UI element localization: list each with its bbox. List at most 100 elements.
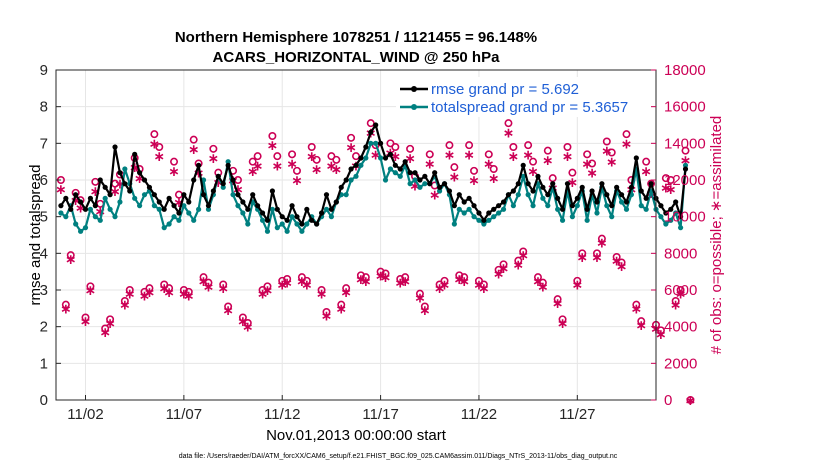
totalspread-point <box>87 206 94 212</box>
rmse-point <box>92 203 98 209</box>
assimilated-obs-point: ∗ <box>178 287 190 303</box>
possible-obs-point <box>292 166 301 175</box>
x-tick-label: 11/22 <box>461 406 497 423</box>
possible-obs-point <box>150 130 159 139</box>
rmse-point <box>294 214 300 220</box>
y-axis-left-label: rmse and totalspread <box>27 165 44 306</box>
totalspread-point <box>466 206 472 212</box>
assimilated-obs-point: ∗ <box>306 149 318 165</box>
assimilated-obs-point: ∗ <box>99 325 111 341</box>
assimilated-obs-point: ∗ <box>557 316 569 332</box>
legend-box <box>396 77 651 117</box>
possible-obs-point <box>499 260 508 269</box>
totalspread-point <box>658 214 664 220</box>
assimilated-obs-point: ∗ <box>267 138 279 154</box>
y-left-tick-label: 2 <box>40 319 48 336</box>
totalspread-point <box>191 217 197 223</box>
assimilated-obs-point: ∗ <box>316 287 328 303</box>
rmse-point <box>535 173 541 179</box>
assimilated-obs-point: ∗ <box>473 278 485 294</box>
possible-obs-point <box>170 157 179 166</box>
totalspread-point <box>530 203 536 209</box>
possible-obs-point <box>642 157 651 166</box>
possible-obs-point <box>450 163 459 172</box>
possible-obs-point <box>519 247 528 256</box>
totalspread-point <box>269 206 275 212</box>
legend: rmse grand pr = 5.692 totalspread grand … <box>396 77 651 117</box>
assimilated-obs-point: ∗ <box>562 149 574 165</box>
assimilated-obs-point: ∗ <box>75 201 87 217</box>
totalspread-point <box>500 206 507 212</box>
possible-obs-point <box>312 155 321 164</box>
assimilated-obs-point: ∗ <box>434 281 446 297</box>
rmse-point <box>402 159 408 165</box>
totalspread-point <box>343 192 349 198</box>
assimilated-obs-point: ∗ <box>276 278 288 294</box>
totalspread-point <box>609 214 615 220</box>
possible-obs-point <box>578 249 587 258</box>
plot-frame <box>55 69 657 401</box>
legend-marker-totalspread <box>411 104 417 110</box>
assimilated-obs-point: ∗ <box>463 147 475 163</box>
series-lines <box>58 122 689 234</box>
rmse-point <box>427 181 433 187</box>
assimilated-obs-point: ∗ <box>326 158 338 174</box>
possible-obs-point <box>558 315 567 324</box>
totalspread-point <box>264 228 271 234</box>
legend-marker-rmse <box>411 86 417 92</box>
rmse-point <box>314 221 320 227</box>
rmse-point <box>363 144 369 150</box>
rmse-point <box>559 206 566 212</box>
assimilated-obs-point: ∗ <box>212 175 224 191</box>
totalspread-point <box>284 228 290 234</box>
assimilated-obs-point: ∗ <box>630 301 642 317</box>
totalspread-point <box>176 217 182 223</box>
possible-obs-point <box>460 273 469 282</box>
legend-label-totalspread: totalspread grand pr = 5.3657 <box>431 99 628 116</box>
assimilated-obs-point: ∗ <box>409 179 421 195</box>
possible-obs-point <box>597 234 606 243</box>
totalspread-point <box>171 214 177 220</box>
rmse-point <box>127 188 133 194</box>
rmse-point <box>156 199 162 205</box>
possible-obs-point <box>681 146 690 155</box>
assimilated-obs-point: ∗ <box>158 281 170 297</box>
rmse-point <box>515 181 521 187</box>
rmse-point <box>387 151 394 157</box>
rmse-point <box>520 162 526 168</box>
totalspread-point <box>328 214 335 220</box>
axis-ticks: 0 1 2 3 4 5 6 7 8 9 0 2000 4000 6000 8000 10000 12000 140… <box>40 62 706 423</box>
y-left-tick-label: 8 <box>40 99 48 116</box>
possible-obs-point <box>529 157 538 166</box>
rmse-point <box>422 173 428 179</box>
possible-obs-point <box>470 166 479 175</box>
y-axis-right-label: # of obs: o=possible; ∗=assimilated <box>708 116 725 355</box>
assimilated-obs-point: ∗ <box>183 289 195 305</box>
rmse-point <box>181 192 187 198</box>
rmse-point <box>274 206 280 212</box>
totalspread-point <box>461 210 467 216</box>
totalspread-point <box>196 206 202 212</box>
assimilated-obs-point: ∗ <box>522 147 534 163</box>
y-right-tick-label: 14000 <box>664 135 706 152</box>
possible-obs-point <box>676 285 685 294</box>
totalspread-point <box>166 221 172 227</box>
rmse-point <box>682 166 689 172</box>
rmse-point <box>677 214 684 220</box>
possible-obs-point <box>342 284 351 293</box>
rmse-point <box>382 155 389 161</box>
possible-obs-point <box>401 273 410 282</box>
assimilated-obs-point: ∗ <box>89 184 101 200</box>
y-left-tick-label: 5 <box>40 209 48 226</box>
possible-obs-point <box>479 280 488 289</box>
assimilated-obs-point: ∗ <box>581 157 593 173</box>
rmse-point <box>132 151 138 157</box>
possible-obs-point <box>278 276 287 285</box>
totalspread-point <box>392 170 398 176</box>
assimilated-obs-point: ∗ <box>468 173 480 189</box>
assimilated-obs-point: ∗ <box>109 184 121 200</box>
possible-obs-point <box>248 157 257 166</box>
totalspread-point <box>412 177 418 183</box>
assimilated-obs-point: ∗ <box>153 149 165 165</box>
